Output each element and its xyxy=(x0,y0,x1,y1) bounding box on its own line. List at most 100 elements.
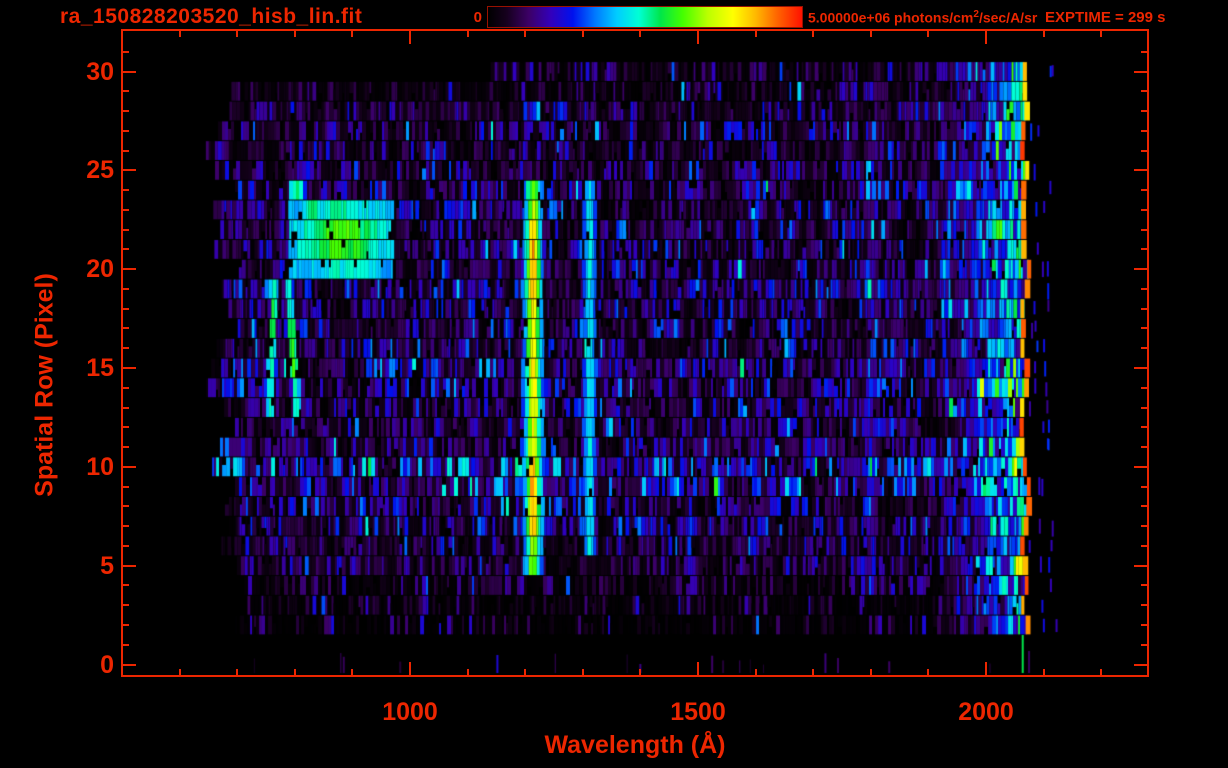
x-tick xyxy=(870,669,872,675)
y-tick xyxy=(123,604,129,606)
x-tick-label: 2000 xyxy=(958,698,1014,726)
y-tick xyxy=(1141,407,1147,409)
y-tick xyxy=(123,584,129,586)
y-tick xyxy=(123,189,129,191)
x-tick xyxy=(467,31,469,37)
y-tick xyxy=(123,130,129,132)
y-tick xyxy=(123,248,129,250)
y-tick xyxy=(123,169,136,171)
x-tick xyxy=(467,669,469,675)
x-tick xyxy=(409,662,411,675)
y-tick xyxy=(1141,426,1147,428)
y-tick xyxy=(123,624,129,626)
x-tick xyxy=(755,31,757,37)
x-tick-label: 1500 xyxy=(670,698,726,726)
x-tick xyxy=(236,31,238,37)
colorbar xyxy=(487,6,803,28)
y-tick xyxy=(123,545,129,547)
y-tick xyxy=(123,308,129,310)
y-tick xyxy=(123,268,136,270)
y-tick xyxy=(123,150,129,152)
y-tick xyxy=(123,486,129,488)
y-tick xyxy=(1141,446,1147,448)
y-tick-label: 15 xyxy=(86,354,114,382)
y-tick xyxy=(1141,229,1147,231)
x-tick xyxy=(351,669,353,675)
y-tick xyxy=(1134,169,1147,171)
exptime-label: EXPTIME = 299 s xyxy=(1045,9,1166,26)
colorbar-units-sup: 2 xyxy=(973,9,979,20)
y-tick xyxy=(123,327,129,329)
x-tick xyxy=(927,31,929,37)
colorbar-units-post: /sec/A/sr xyxy=(978,9,1038,26)
x-tick xyxy=(294,669,296,675)
y-tick xyxy=(123,644,129,646)
y-tick xyxy=(1141,327,1147,329)
y-tick xyxy=(1141,288,1147,290)
colorbar-max-value: 5.00000e+06 xyxy=(808,9,891,26)
y-tick xyxy=(1141,486,1147,488)
x-tick-label: 1000 xyxy=(382,698,438,726)
x-tick xyxy=(697,662,699,675)
y-tick xyxy=(123,51,129,53)
y-tick xyxy=(123,407,129,409)
x-tick xyxy=(179,669,181,675)
y-tick xyxy=(1134,268,1147,270)
y-tick xyxy=(123,525,129,527)
x-tick xyxy=(524,31,526,37)
y-tick xyxy=(1134,664,1147,666)
x-tick xyxy=(927,669,929,675)
colorbar-units-pre: photons/cm xyxy=(890,9,974,26)
y-tick xyxy=(123,446,129,448)
y-tick xyxy=(1141,110,1147,112)
x-tick xyxy=(639,669,641,675)
x-tick xyxy=(985,31,987,44)
x-tick xyxy=(1043,669,1045,675)
y-axis-title: Spatial Row (Pixel) xyxy=(30,273,59,497)
y-tick-label: 25 xyxy=(86,156,114,184)
spectral-image-canvas xyxy=(123,31,1147,675)
y-tick xyxy=(1141,604,1147,606)
y-tick-label: 20 xyxy=(86,255,114,283)
x-tick xyxy=(582,31,584,37)
y-tick xyxy=(1141,505,1147,507)
x-tick xyxy=(755,669,757,675)
y-tick xyxy=(123,565,136,567)
x-tick xyxy=(1100,31,1102,37)
y-tick xyxy=(1141,347,1147,349)
x-tick xyxy=(985,662,987,675)
y-tick xyxy=(123,288,129,290)
y-tick-label: 10 xyxy=(86,453,114,481)
y-tick xyxy=(123,347,129,349)
y-tick xyxy=(1134,367,1147,369)
x-tick xyxy=(1100,669,1102,675)
y-tick xyxy=(123,466,136,468)
y-tick-label: 30 xyxy=(86,58,114,86)
y-tick xyxy=(123,110,129,112)
x-tick xyxy=(697,31,699,44)
y-tick xyxy=(1141,308,1147,310)
y-tick xyxy=(123,71,136,73)
y-tick xyxy=(1141,248,1147,250)
y-tick xyxy=(123,387,129,389)
y-tick xyxy=(1141,387,1147,389)
y-tick xyxy=(1141,545,1147,547)
colorbar-min-label: 0 xyxy=(473,9,482,26)
x-axis-title: Wavelength (Å) xyxy=(544,731,726,759)
x-tick xyxy=(1043,31,1045,37)
y-tick xyxy=(123,209,129,211)
y-tick xyxy=(1134,565,1147,567)
y-tick xyxy=(1134,466,1147,468)
y-tick xyxy=(1141,189,1147,191)
x-tick xyxy=(812,669,814,675)
x-tick xyxy=(870,31,872,37)
y-tick xyxy=(123,664,136,666)
y-tick xyxy=(1141,90,1147,92)
file-name-title: ra_150828203520_hisb_lin.fit xyxy=(60,5,363,28)
y-tick-label: 5 xyxy=(100,552,114,580)
y-tick xyxy=(1141,51,1147,53)
y-tick xyxy=(1134,71,1147,73)
y-tick xyxy=(1141,150,1147,152)
x-tick xyxy=(294,31,296,37)
